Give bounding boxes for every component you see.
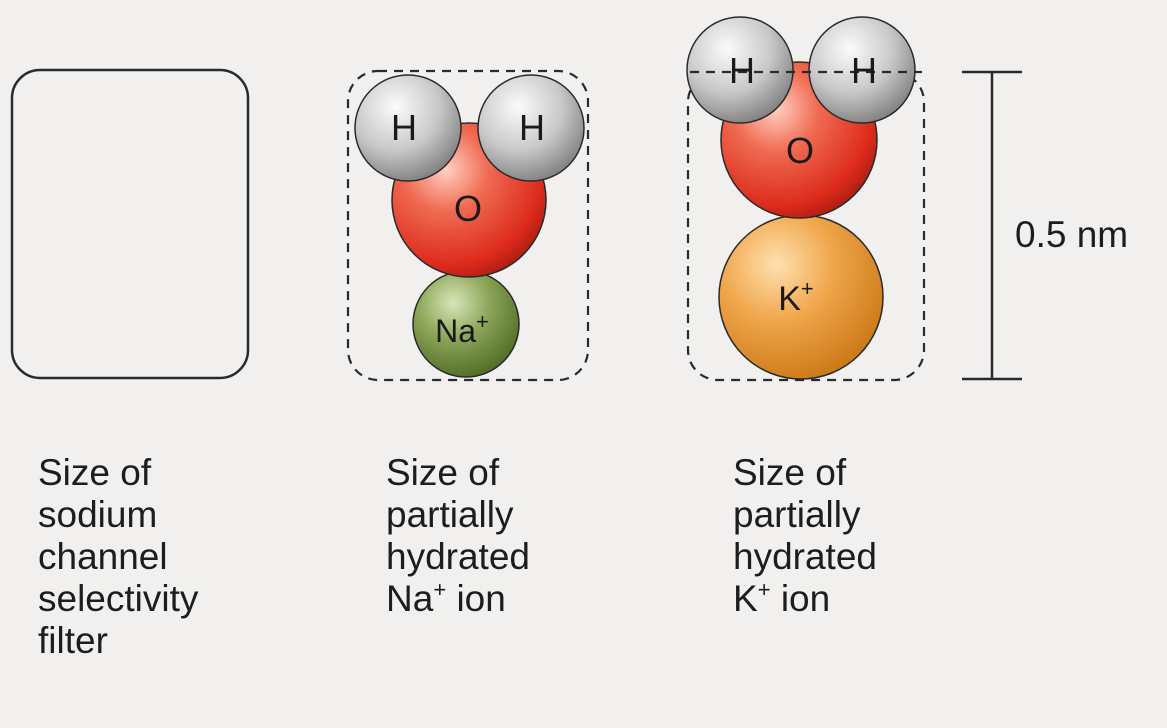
potassium-caption: Size of partially hydrated K+ ion	[733, 452, 877, 620]
hydrogen-label-right: H	[851, 50, 877, 91]
caption-line: channel	[38, 536, 168, 577]
potassium-ion-label: K+	[778, 276, 814, 318]
hydrogen-label-right: H	[519, 107, 545, 148]
caption-line: hydrated	[733, 536, 877, 577]
hydrogen-atom-right	[808, 16, 916, 124]
caption-line: filter	[38, 620, 108, 661]
caption-line: Size of	[386, 452, 500, 493]
caption-line-ion: Na+ ion	[386, 577, 506, 619]
sodium-ion-label: Na+	[435, 309, 489, 349]
hydrogen-atom-left	[354, 74, 462, 182]
caption-line-ion: K+ ion	[733, 577, 831, 619]
caption-line: sodium	[38, 494, 158, 535]
caption-line: hydrated	[386, 536, 530, 577]
filter-caption: Size of sodium channel selectivity filte…	[38, 452, 198, 662]
caption-line: Size of	[733, 452, 847, 493]
hydrogen-atom-left	[686, 16, 794, 124]
oxygen-label: O	[454, 188, 482, 229]
caption-line: partially	[733, 494, 861, 535]
caption-line: partially	[386, 494, 514, 535]
selectivity-filter-box	[10, 68, 250, 380]
hydrated-sodium-ion: H H O Na+	[346, 69, 590, 382]
hydrogen-label-left: H	[391, 107, 417, 148]
caption-line: selectivity	[38, 578, 199, 619]
caption-line: Size of	[38, 452, 152, 493]
sodium-caption: Size of partially hydrated Na+ ion	[386, 452, 530, 620]
oxygen-label: O	[786, 130, 814, 171]
scale-label: 0.5 nm	[1015, 214, 1129, 255]
hydrated-potassium-ion: H H O K+	[686, 16, 926, 382]
hydrogen-atom-right	[477, 74, 585, 182]
hydrogen-label-left: H	[729, 50, 755, 91]
sodium-size-boundary	[346, 69, 590, 382]
scale-bar	[962, 70, 1022, 381]
